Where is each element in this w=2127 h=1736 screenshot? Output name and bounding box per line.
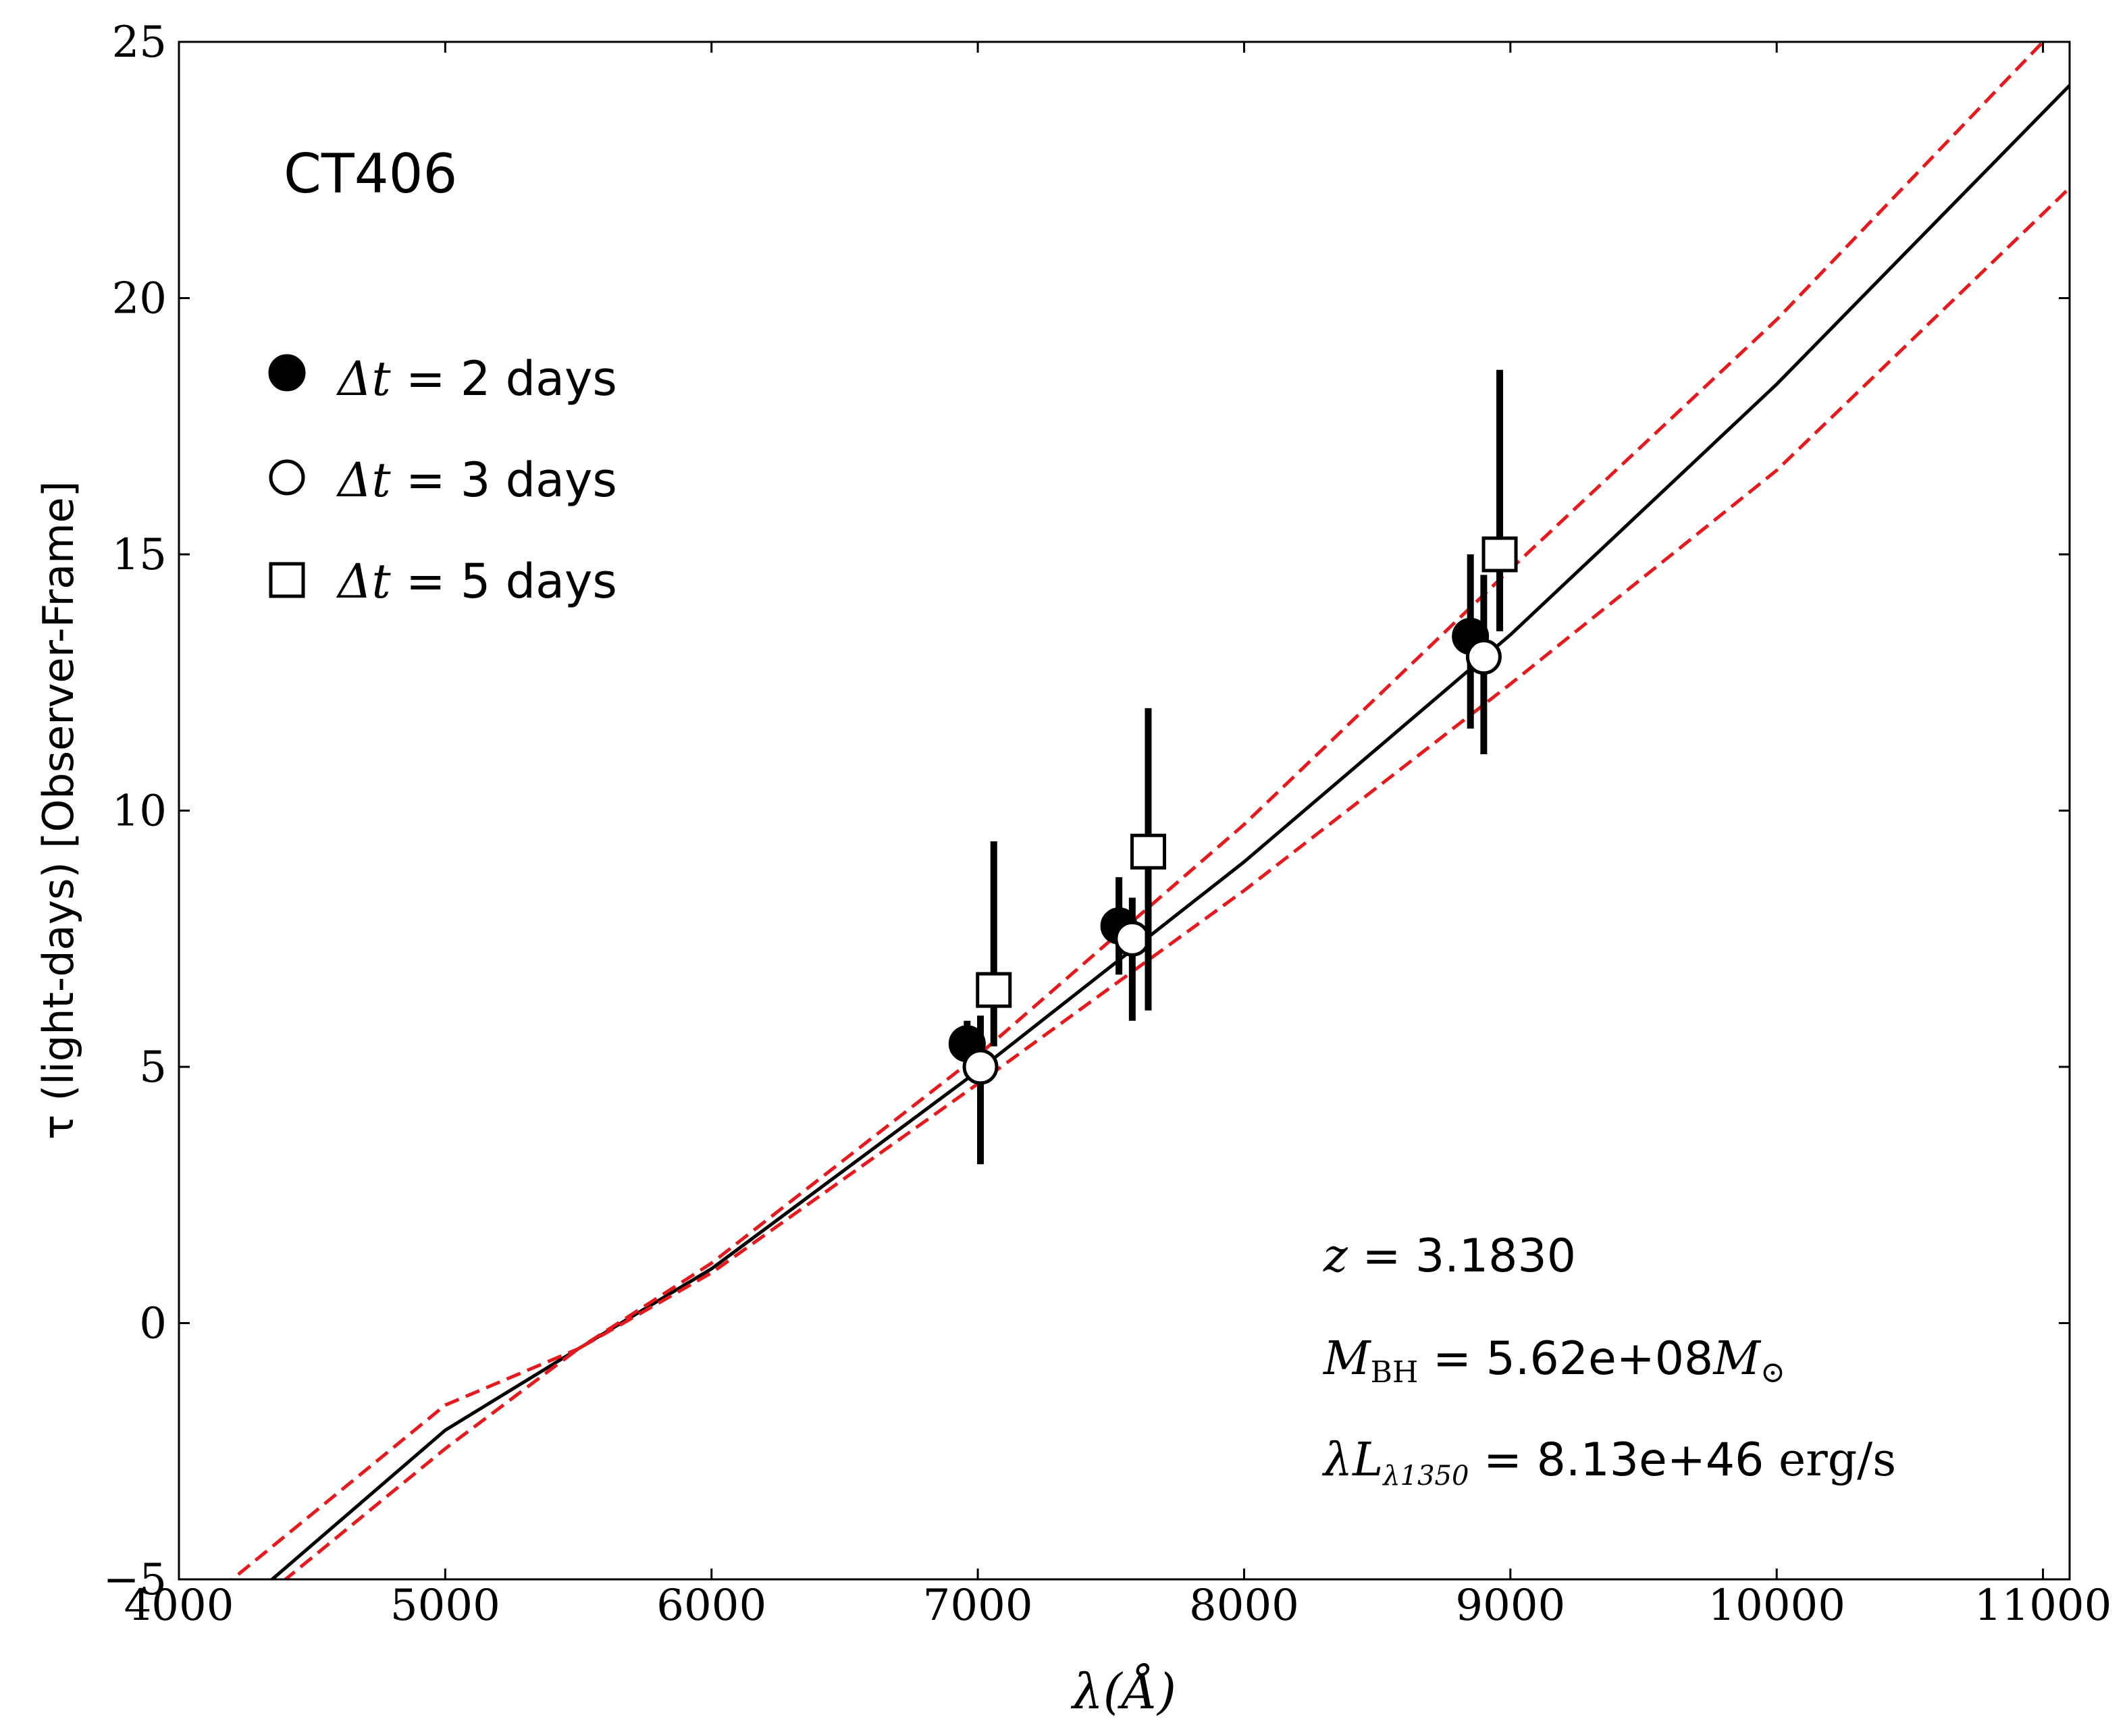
marker-open-square [1481, 536, 1518, 573]
x-tick-labels: 4000 5000 6000 7000 8000 9000 10000 11000 [124, 1581, 2112, 1631]
plot-frame [178, 41, 2071, 1581]
point-open-square-2 [1130, 708, 1166, 1011]
point-open-circle-3 [1465, 575, 1502, 755]
y-tick-label: 5 [139, 1043, 167, 1093]
y-tick-label: 25 [112, 18, 167, 68]
x-tick-label: 8000 [1189, 1581, 1299, 1631]
chart-title: CT406 [284, 142, 457, 205]
marker-open-circle [1465, 639, 1502, 675]
x-tick-label: 6000 [656, 1581, 766, 1631]
legend-marker-filled-circle [268, 354, 306, 392]
fit-line-best-fit [269, 84, 2070, 1579]
data-markers [948, 369, 1518, 1165]
x-tick-label: 4000 [124, 1581, 234, 1631]
marker-open-square [1130, 833, 1166, 870]
x-tick-label: 7000 [923, 1581, 1033, 1631]
fit-lines [230, 42, 2070, 1579]
marker-open-square [976, 972, 1012, 1008]
legend-entry-2: Δt = 3 days [336, 452, 617, 508]
luminosity-annotation: λLλ1350 = 8.13e+46 erg/s [1321, 1433, 1896, 1492]
x-axis-title: λ(Å) [1070, 1662, 1176, 1720]
annotations: z = 3.1830 MBH = 5.62e+08M⊙ λLλ1350 = 8.… [1321, 1230, 1896, 1492]
y-tick-label: 20 [112, 274, 167, 324]
legend-entry-1: Δt = 2 days [336, 351, 617, 406]
x-tick-label: 10000 [1708, 1581, 1845, 1631]
x-tick-label: 9000 [1455, 1581, 1565, 1631]
point-open-square-3 [1481, 369, 1518, 631]
axis-ticks [178, 41, 2070, 1581]
y-tick-label: 15 [112, 530, 167, 580]
black-hole-mass-annotation: MBH = 5.62e+08M⊙ [1322, 1332, 1785, 1390]
point-open-circle-1 [962, 1016, 999, 1165]
y-axis-title: τ (light-days) [Observer-Frame] [34, 481, 83, 1140]
y-tick-label: −5 [103, 1555, 167, 1605]
fit-line-upper-bound [230, 42, 2045, 1579]
x-tick-label: 5000 [390, 1581, 500, 1631]
legend-entry-3: Δt = 5 days [336, 554, 617, 609]
legend: Δt = 2 days Δt = 3 days Δt = 5 days [268, 351, 617, 609]
legend-marker-open-square [269, 562, 305, 598]
legend-marker-open-circle [269, 459, 305, 496]
redshift-annotation: z = 3.1830 [1323, 1230, 1576, 1283]
point-open-square-1 [976, 841, 1012, 1047]
y-tick-labels: −5 0 5 10 15 20 25 [103, 18, 167, 1605]
x-tick-label: 11000 [1974, 1581, 2112, 1631]
marker-open-circle [1114, 920, 1151, 957]
y-tick-label: 10 [112, 787, 167, 837]
marker-open-circle [962, 1049, 999, 1085]
fit-line-lower-bound [283, 186, 2070, 1579]
y-tick-label: 0 [139, 1299, 167, 1349]
